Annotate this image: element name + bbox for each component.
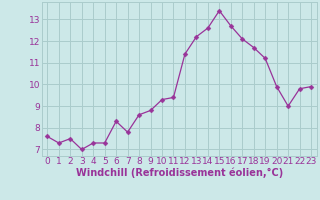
X-axis label: Windchill (Refroidissement éolien,°C): Windchill (Refroidissement éolien,°C) [76, 168, 283, 178]
